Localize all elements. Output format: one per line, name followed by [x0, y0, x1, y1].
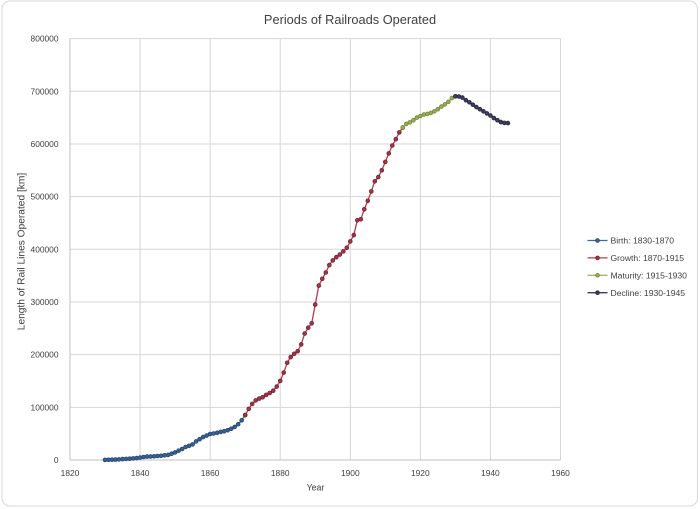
- svg-text:Growth: 1870-1915: Growth: 1870-1915: [611, 253, 685, 263]
- svg-text:1880: 1880: [271, 468, 290, 478]
- svg-text:1960: 1960: [551, 468, 570, 478]
- svg-text:200000: 200000: [31, 350, 59, 360]
- svg-text:0: 0: [54, 455, 59, 465]
- svg-text:Maturity: 1915-1930: Maturity: 1915-1930: [611, 270, 688, 280]
- svg-text:Birth: 1830-1870: Birth: 1830-1870: [611, 236, 675, 246]
- svg-text:1920: 1920: [411, 468, 430, 478]
- svg-text:1900: 1900: [341, 468, 360, 478]
- svg-text:1840: 1840: [131, 468, 150, 478]
- svg-text:700000: 700000: [31, 86, 59, 96]
- svg-text:100000: 100000: [31, 402, 59, 412]
- svg-text:800000: 800000: [31, 34, 59, 44]
- svg-text:Periods of Railroads Operated: Periods of Railroads Operated: [264, 12, 436, 27]
- svg-text:500000: 500000: [31, 192, 59, 202]
- svg-text:600000: 600000: [31, 139, 59, 149]
- svg-text:1940: 1940: [481, 468, 500, 478]
- svg-text:Decline: 1930-1945: Decline: 1930-1945: [611, 288, 686, 298]
- svg-text:400000: 400000: [31, 244, 59, 254]
- svg-text:Length of Rail Lines Operated: Length of Rail Lines Operated [km]: [17, 173, 28, 331]
- svg-text:Year: Year: [307, 483, 325, 493]
- svg-text:300000: 300000: [31, 297, 59, 307]
- svg-text:1820: 1820: [61, 468, 80, 478]
- svg-text:1860: 1860: [201, 468, 220, 478]
